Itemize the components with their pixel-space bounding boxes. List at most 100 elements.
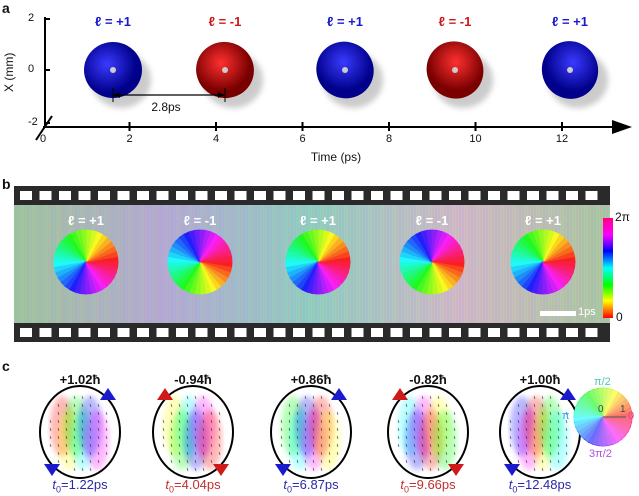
oam-value: -0.82ħ	[409, 372, 447, 387]
scale-bar-label: 1ps	[578, 306, 596, 318]
field-vector	[421, 411, 424, 416]
film-perforation	[293, 328, 305, 337]
film-perforation	[176, 328, 188, 337]
field-vector	[320, 451, 323, 456]
field-vector	[194, 451, 197, 456]
field-vector	[525, 419, 528, 424]
field-vector	[557, 451, 560, 456]
vortex-core	[342, 67, 348, 73]
pulse-charge-label: ℓ = -1	[208, 14, 242, 29]
circulation-ring	[387, 385, 469, 479]
field-vector	[405, 411, 408, 416]
field-vector	[525, 427, 528, 432]
field-vector	[194, 411, 197, 416]
x-tick-label: 2	[126, 133, 133, 145]
field-vector	[549, 451, 552, 456]
field-vector	[81, 459, 84, 464]
time-label: t0=9.66ps	[400, 477, 455, 495]
field-vector	[194, 467, 197, 472]
field-vector	[296, 411, 299, 416]
time-label: t0=12.48ps	[509, 477, 572, 495]
field-vector	[445, 427, 448, 432]
field-vector	[557, 443, 560, 448]
film-perforation	[468, 191, 481, 200]
field-vector	[320, 459, 323, 464]
film-perforation	[488, 191, 500, 200]
circulation-ring	[152, 385, 234, 479]
field-vector	[202, 435, 205, 440]
field-vector	[320, 443, 323, 448]
oam-value: +1.02ħ	[59, 372, 101, 387]
field-vector	[397, 427, 400, 432]
field-vector	[541, 427, 544, 432]
pulse-charge-label: ℓ = +1	[95, 14, 131, 29]
film-perforation	[254, 328, 266, 337]
scale-bar	[540, 311, 576, 316]
field-vector	[296, 427, 299, 432]
film-perforation	[507, 191, 520, 200]
field-vector	[288, 411, 291, 416]
field-vector	[541, 435, 544, 440]
field-vector	[57, 427, 60, 432]
film-perforation	[429, 328, 442, 337]
field-vector	[549, 467, 552, 472]
film-perforation	[351, 191, 364, 200]
field-vector	[288, 403, 291, 408]
field-vector	[413, 443, 416, 448]
field-vector	[328, 459, 331, 464]
field-vector	[328, 403, 331, 408]
field-vector	[429, 443, 432, 448]
field-vector	[97, 411, 100, 416]
field-vector	[312, 403, 315, 408]
field-vector	[336, 435, 339, 440]
field-vector	[296, 403, 299, 408]
field-vector	[413, 403, 416, 408]
field-vector	[557, 435, 560, 440]
film-perforation	[117, 191, 130, 200]
film-perforation	[312, 191, 325, 200]
field-vector	[73, 459, 76, 464]
vortex-core	[110, 67, 116, 73]
field-vector	[210, 435, 213, 440]
field-vector	[397, 443, 400, 448]
film-perforation	[195, 191, 208, 200]
field-vector	[304, 411, 307, 416]
field-vector	[336, 411, 339, 416]
field-vector	[218, 443, 221, 448]
field-vector	[202, 419, 205, 424]
field-vector	[549, 427, 552, 432]
field-vector	[178, 443, 181, 448]
film-perforation	[507, 328, 520, 337]
t0-symbol: t	[283, 477, 287, 492]
field-vector	[89, 411, 92, 416]
field-vector	[541, 411, 544, 416]
field-vector	[288, 435, 291, 440]
field-vector	[162, 427, 165, 432]
field-vector	[202, 467, 205, 472]
field-vector	[405, 435, 408, 440]
oam-value: -0.94ħ	[174, 372, 212, 387]
direction-arrow	[100, 388, 116, 400]
t0-subscript: 0	[286, 484, 293, 495]
field-vector	[509, 443, 512, 448]
film-perforation	[410, 191, 422, 200]
field-vector	[429, 435, 432, 440]
field-vector	[453, 443, 456, 448]
field-vector	[73, 411, 76, 416]
field-vector	[413, 411, 416, 416]
field-vector	[429, 427, 432, 432]
x-tick-label: 4	[212, 133, 220, 145]
field-vector	[517, 451, 520, 456]
field-vector	[280, 435, 283, 440]
field-vector	[296, 443, 299, 448]
frame-charge-label: ℓ = -1	[183, 213, 217, 228]
field-vector	[320, 435, 323, 440]
x-tick-label: 12	[555, 133, 569, 145]
film-perforation	[117, 328, 130, 337]
field-vector	[312, 395, 315, 400]
phase-vortex	[399, 229, 465, 295]
field-vector	[49, 443, 52, 448]
time-label: t0=1.22ps	[52, 477, 107, 495]
field-vector	[533, 467, 536, 472]
field-vector	[405, 403, 408, 408]
